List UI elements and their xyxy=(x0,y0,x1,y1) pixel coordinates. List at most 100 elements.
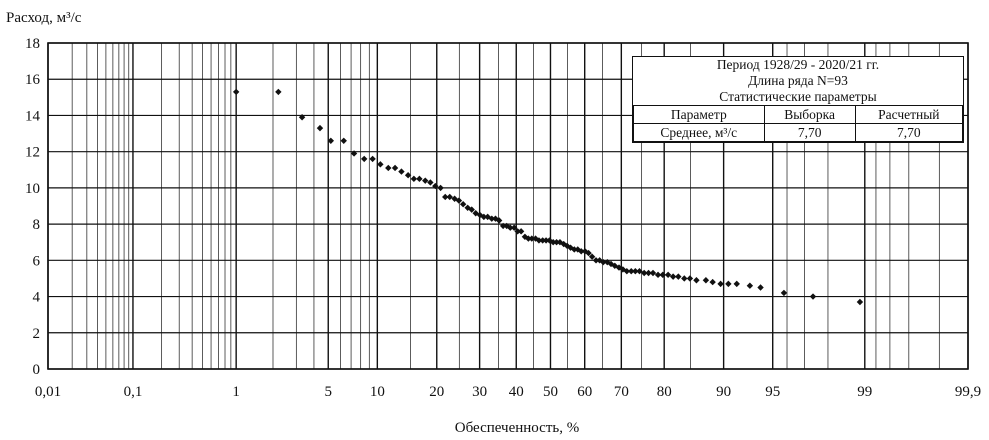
data-point xyxy=(553,239,560,246)
y-tick-label: 6 xyxy=(33,253,41,269)
x-tick-label: 0,01 xyxy=(35,384,61,400)
data-point xyxy=(404,172,412,179)
y-tick-label: 10 xyxy=(25,181,40,197)
data-point xyxy=(596,257,603,264)
calculated-mean-value: 7,70 xyxy=(854,123,964,142)
data-point xyxy=(484,213,491,221)
data-point xyxy=(468,206,475,213)
y-tick-label: 12 xyxy=(25,145,40,161)
data-point xyxy=(592,257,600,264)
x-tick-label: 30 xyxy=(472,384,487,400)
data-point xyxy=(437,184,444,192)
data-point xyxy=(546,237,553,244)
y-tick-label: 14 xyxy=(25,108,41,124)
data-point xyxy=(659,271,666,279)
data-point xyxy=(702,277,710,284)
data-points xyxy=(232,88,864,306)
y-tick-label: 18 xyxy=(25,36,40,52)
data-point xyxy=(585,249,592,257)
data-point xyxy=(757,284,764,291)
data-point xyxy=(298,114,306,121)
data-point xyxy=(316,124,324,132)
data-point xyxy=(611,262,619,269)
series-length-label: Длина ряда N=93 xyxy=(748,73,848,88)
data-point xyxy=(556,239,564,246)
data-point xyxy=(588,253,596,260)
data-point xyxy=(636,268,643,275)
y-axis-title: Расход, м³/с xyxy=(6,10,82,26)
x-tick-label: 0,1 xyxy=(124,384,143,400)
y-tick-label: 16 xyxy=(25,72,41,88)
data-point xyxy=(535,237,543,244)
data-point xyxy=(578,248,585,255)
x-tick-label: 5 xyxy=(324,384,332,400)
header-param: Параметр xyxy=(633,105,765,124)
y-tick-label: 8 xyxy=(33,217,41,233)
data-point xyxy=(480,213,488,221)
data-point xyxy=(416,175,423,183)
data-point xyxy=(350,150,358,157)
data-point xyxy=(525,235,532,242)
data-point xyxy=(681,275,688,282)
data-point xyxy=(623,268,631,275)
data-point xyxy=(664,271,672,279)
data-point xyxy=(446,193,453,201)
x-tick-label: 99 xyxy=(857,384,872,400)
data-point xyxy=(549,239,557,246)
stats-header-row: Параметр Выборка Расчетный xyxy=(633,105,964,124)
x-tick-label: 50 xyxy=(543,384,558,400)
x-axis-title: Обеспеченность, % xyxy=(455,420,579,436)
y-tick-label: 0 xyxy=(33,362,41,378)
data-point xyxy=(275,88,282,96)
data-point xyxy=(539,237,546,244)
data-point xyxy=(780,289,788,297)
data-point xyxy=(442,193,449,201)
data-point xyxy=(669,273,677,280)
data-point xyxy=(746,282,754,289)
data-point xyxy=(628,268,635,275)
data-point xyxy=(528,235,535,242)
stats-params-label: Статистические параметры xyxy=(719,89,877,104)
data-point xyxy=(499,222,507,230)
x-tick-label: 10 xyxy=(370,384,385,400)
data-point xyxy=(432,182,439,190)
x-tick-label: 99,9 xyxy=(955,384,981,400)
data-point xyxy=(600,258,607,266)
stats-data-row: Среднее, м³/с 7,70 7,70 xyxy=(633,123,964,142)
data-point xyxy=(517,228,525,235)
data-point xyxy=(391,164,399,172)
data-point xyxy=(385,164,392,172)
y-tick-label: 2 xyxy=(33,326,41,342)
data-point xyxy=(495,217,503,224)
header-sample: Выборка xyxy=(763,105,856,124)
x-tick-label: 1 xyxy=(232,384,240,400)
data-point xyxy=(571,246,578,253)
data-point xyxy=(398,168,405,175)
x-tick-label: 60 xyxy=(577,384,592,400)
data-point xyxy=(232,88,240,96)
plot-frame xyxy=(47,42,969,370)
data-point xyxy=(649,269,657,277)
data-point xyxy=(507,224,514,231)
period-label: Период 1928/29 - 2020/21 гг. xyxy=(716,57,880,72)
data-point xyxy=(369,155,376,163)
x-tick-label: 95 xyxy=(765,384,780,400)
y-tick-labels: 0 2 4 6 8 10 12 14 16 18 xyxy=(25,36,41,378)
y-tick-label: 4 xyxy=(33,290,41,306)
chart-grid xyxy=(47,42,969,370)
data-point xyxy=(717,280,724,288)
data-point xyxy=(455,197,463,204)
data-point xyxy=(581,248,589,255)
data-point xyxy=(427,179,434,186)
data-point xyxy=(809,293,817,300)
data-point xyxy=(377,161,384,168)
data-point xyxy=(567,244,574,251)
sample-mean-value: 7,70 xyxy=(763,123,856,142)
data-point xyxy=(686,275,694,282)
data-point xyxy=(510,224,518,231)
data-point xyxy=(640,269,648,277)
data-point xyxy=(856,298,864,306)
data-point xyxy=(542,237,550,244)
x-tick-label: 80 xyxy=(657,384,672,400)
